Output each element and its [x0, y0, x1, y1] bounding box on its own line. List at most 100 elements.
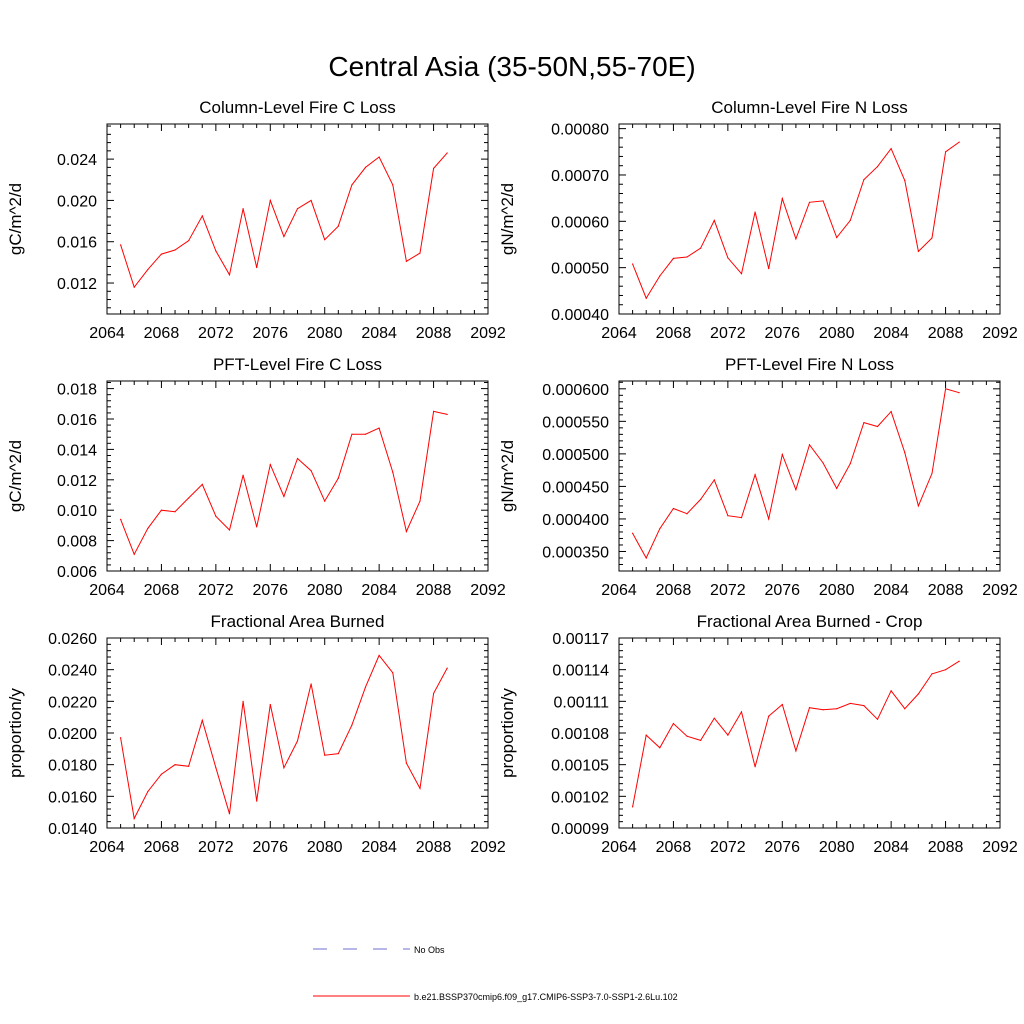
- x-tick-label: 2084: [361, 839, 397, 856]
- x-tick-label: 2068: [144, 325, 180, 342]
- x-tick-label: 2068: [144, 839, 180, 856]
- data-point: [201, 719, 203, 721]
- data-point: [378, 156, 380, 158]
- y-axis-label: proportion/y: [6, 688, 25, 778]
- x-tick-label: 2068: [144, 582, 180, 599]
- data-point: [931, 237, 933, 239]
- y-tick-label: 0.000350: [542, 544, 609, 561]
- data-point: [147, 527, 149, 530]
- series-line: [120, 410, 448, 556]
- data-point: [713, 219, 715, 221]
- data-point: [917, 250, 919, 253]
- data-point: [659, 275, 661, 277]
- data-point: [351, 184, 353, 186]
- x-tick-label: 2092: [470, 582, 506, 599]
- data-point: [754, 211, 756, 213]
- data-point: [740, 273, 743, 275]
- y-tick-label: 0.00050: [551, 261, 609, 278]
- data-point: [296, 740, 299, 742]
- data-point: [659, 747, 661, 749]
- data-point: [958, 660, 960, 662]
- data-point: [958, 392, 960, 394]
- y-tick-label: 0.000450: [542, 479, 609, 496]
- data-point: [419, 500, 421, 502]
- x-tick-label: 2076: [764, 325, 800, 342]
- data-point: [700, 247, 702, 249]
- series-line: [120, 654, 448, 821]
- x-tick-label: 2064: [89, 582, 125, 599]
- data-point: [849, 219, 851, 221]
- data-point: [781, 198, 783, 200]
- data-point: [133, 817, 135, 820]
- data-point: [188, 240, 190, 242]
- data-point: [795, 238, 797, 240]
- x-tick-label: 2064: [89, 325, 125, 342]
- x-tick-label: 2072: [198, 325, 234, 342]
- y-tick-label: 0.00060: [551, 214, 609, 231]
- x-tick-label: 2068: [656, 839, 692, 856]
- y-tick-label: 0.012: [57, 473, 97, 490]
- data-point: [160, 253, 163, 255]
- y-axis-label: gN/m^2/d: [498, 440, 517, 512]
- data-point: [310, 683, 312, 685]
- x-tick-label: 2072: [198, 582, 234, 599]
- y-tick-label: 0.0240: [48, 663, 97, 680]
- data-point: [446, 413, 448, 416]
- data-point: [256, 800, 258, 802]
- data-point: [645, 557, 647, 559]
- data-point: [727, 515, 729, 517]
- data-point: [351, 724, 353, 726]
- data-point: [808, 201, 811, 203]
- data-point: [917, 505, 919, 507]
- panels: 2064 2068 2072 2076 2080 2084 2088 2092 0.012 0.0…: [6, 98, 1018, 856]
- x-tick-label: 2084: [873, 839, 909, 856]
- data-point: [931, 673, 933, 675]
- data-point: [849, 463, 851, 465]
- data-point: [296, 208, 299, 210]
- data-point: [836, 236, 838, 239]
- x-tick-label: 2080: [307, 839, 343, 856]
- x-tick-label: 2076: [252, 839, 288, 856]
- y-tick-label: 0.00108: [551, 726, 609, 743]
- data-point: [283, 767, 285, 769]
- data-point: [133, 553, 135, 555]
- data-point: [160, 773, 163, 775]
- data-point: [432, 692, 435, 695]
- data-point: [405, 530, 407, 533]
- data-point: [228, 529, 231, 531]
- plot-frame: [106, 637, 489, 829]
- data-point: [324, 500, 326, 502]
- data-point: [849, 702, 851, 705]
- x-tick-label: 2080: [819, 325, 855, 342]
- x-tick-label: 2084: [361, 582, 397, 599]
- y-tick-label: 0.0220: [48, 694, 97, 711]
- panel-1: 2064 2068 2072 2076 2080 2084 2088 2092 0.012 0.0…: [6, 98, 506, 342]
- data-point: [904, 708, 906, 710]
- plot-frame: [106, 380, 489, 572]
- y-tick-label: 0.0140: [48, 821, 97, 838]
- data-point: [876, 718, 879, 720]
- data-point: [215, 250, 217, 252]
- data-point: [659, 528, 661, 530]
- data-point: [672, 257, 675, 259]
- legend: No Obs b.e21.BSSP370cmip6.f09_g17.CMIP6-…: [313, 945, 678, 1002]
- x-tick-label: 2072: [198, 839, 234, 856]
- y-tick-label: 0.00070: [551, 168, 609, 185]
- data-point: [228, 813, 231, 815]
- y-tick-label: 0.024: [57, 152, 97, 169]
- x-tick-label: 2092: [982, 325, 1018, 342]
- x-tick-label: 2076: [764, 839, 800, 856]
- data-point: [133, 286, 135, 288]
- data-point: [876, 425, 879, 428]
- data-point: [727, 257, 729, 259]
- x-tick-label: 2092: [982, 839, 1018, 856]
- y-tick-label: 0.00099: [551, 821, 609, 838]
- data-point: [632, 263, 634, 265]
- y-tick-label: 0.014: [57, 442, 97, 459]
- data-point: [781, 453, 783, 456]
- data-point: [863, 179, 865, 181]
- panel-6: 2064 2068 2072 2076 2080 2084 2088 2092 0.00099 0…: [498, 612, 1018, 856]
- data-point: [672, 722, 675, 725]
- data-point: [419, 787, 421, 790]
